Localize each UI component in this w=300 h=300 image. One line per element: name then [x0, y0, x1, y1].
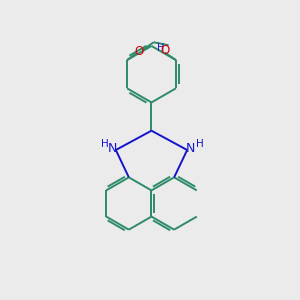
- Text: N: N: [108, 142, 117, 155]
- Text: H: H: [101, 139, 108, 149]
- Text: H: H: [158, 43, 165, 53]
- Text: H: H: [196, 139, 203, 149]
- Text: N: N: [186, 142, 195, 155]
- Text: O: O: [134, 45, 143, 58]
- Text: O: O: [160, 44, 170, 57]
